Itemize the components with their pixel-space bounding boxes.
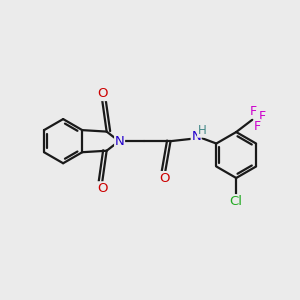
- Text: F: F: [254, 120, 261, 133]
- Text: F: F: [259, 110, 266, 123]
- Text: O: O: [97, 182, 107, 195]
- Text: O: O: [159, 172, 170, 184]
- Text: O: O: [97, 88, 107, 100]
- Text: Cl: Cl: [230, 195, 243, 208]
- Text: N: N: [115, 135, 124, 148]
- Text: F: F: [249, 105, 256, 118]
- Text: N: N: [191, 130, 201, 143]
- Text: H: H: [198, 124, 206, 137]
